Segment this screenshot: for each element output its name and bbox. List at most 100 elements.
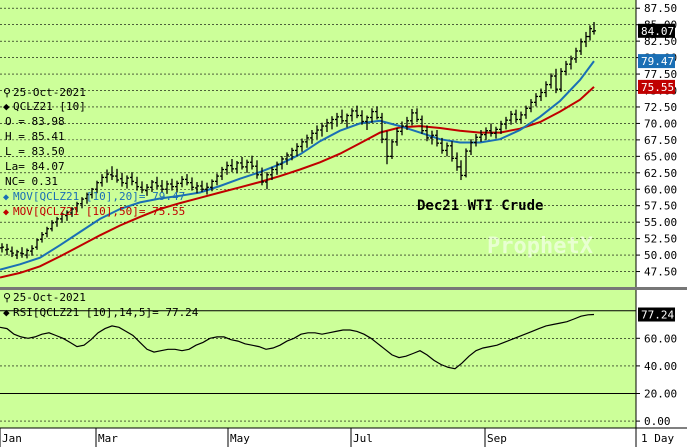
ohlc-bar xyxy=(65,210,69,221)
ohlc-bar xyxy=(155,176,159,190)
ohlc-bar xyxy=(584,31,588,48)
ohlc-bar xyxy=(230,158,234,173)
ohlc-bar xyxy=(474,133,478,147)
ohlc-bar xyxy=(529,99,533,113)
price-tick-label: 72.50 xyxy=(644,101,677,114)
ohlc-bar xyxy=(220,166,224,181)
ohlc-bar xyxy=(215,173,219,186)
ohlc-bar xyxy=(564,60,568,76)
price-tick-label: 47.50 xyxy=(644,266,677,279)
ohlc-bar xyxy=(425,125,429,142)
legend: ⚲ 25-Oct-2021 ◆ QCLZ21 [10] O = 83.98 H … xyxy=(3,86,185,218)
watermark: ProphetX xyxy=(487,234,593,259)
ohlc-bar xyxy=(330,116,334,130)
ohlc-bar xyxy=(592,21,596,35)
ohlc-bar xyxy=(140,181,144,194)
rsi-axis: 0.00 20.00 40.00 60.00 xyxy=(636,332,677,428)
ohlc-bar xyxy=(579,38,583,55)
ohlc-bar xyxy=(90,187,94,199)
ohlc-bar xyxy=(250,155,254,170)
ohlc-bar xyxy=(45,226,49,238)
ohlc-bar xyxy=(325,118,329,132)
ohlc-bar xyxy=(85,192,89,204)
ohlc-bar xyxy=(55,216,59,227)
ohlc-bar xyxy=(170,178,174,191)
ohlc-bar xyxy=(135,176,139,191)
ohlc-bar xyxy=(190,177,194,191)
price-tags: 84.07 79.47 75.55 xyxy=(638,23,675,94)
price-tick-label: 62.50 xyxy=(644,167,677,180)
time-axis-background xyxy=(0,428,687,447)
ohlc-bar xyxy=(539,88,543,102)
legend-high: H = 85.41 xyxy=(5,130,65,143)
ohlc-bar xyxy=(20,247,24,258)
legend-net-change: NC= 0.31 xyxy=(5,175,58,188)
price-tick-label: 55.00 xyxy=(644,216,677,229)
rsi-date: 25-Oct-2021 xyxy=(13,291,86,304)
svg-text:84.07: 84.07 xyxy=(641,25,674,38)
rsi-label: RSI[QCLZ21 [10],14,5]= 77.24 xyxy=(13,306,199,319)
ohlc-bar xyxy=(295,143,299,157)
price-tag: 75.55 xyxy=(638,79,675,94)
ohlc-bar xyxy=(255,160,259,179)
ohlc-bar xyxy=(40,232,44,243)
ohlc-bar xyxy=(464,148,468,178)
ohlc-bar xyxy=(145,183,149,196)
ohlc-bar xyxy=(180,176,184,188)
ohlc-bar xyxy=(120,172,124,187)
legend-magnifier-icon[interactable]: ⚲ xyxy=(3,86,11,99)
ohlc-bar xyxy=(235,160,239,174)
ohlc-bar xyxy=(559,68,563,92)
ma20-line xyxy=(0,60,595,271)
ohlc-bar xyxy=(200,180,204,192)
ohlc-bar xyxy=(240,157,244,170)
ohlc-bar xyxy=(365,115,369,131)
ohlc-bar xyxy=(588,25,592,41)
ohlc-bar xyxy=(499,120,503,134)
ohlc-bar xyxy=(110,166,114,181)
ohlc-bar xyxy=(150,180,154,192)
ohlc-bar xyxy=(375,106,379,120)
ohlc-bar xyxy=(270,166,274,181)
legend-diamond-icon: ◆ xyxy=(3,100,10,113)
ohlc-bar xyxy=(355,105,359,119)
month-label: May xyxy=(230,432,250,445)
ohlc-bar xyxy=(445,142,449,157)
ohlc-bar xyxy=(210,179,214,192)
ohlc-bar xyxy=(225,161,229,175)
ohlc-bar xyxy=(574,47,578,63)
rsi-magnifier-icon[interactable]: ⚲ xyxy=(3,291,11,304)
ohlc-bar xyxy=(350,108,354,122)
ohlc-bar xyxy=(25,248,29,259)
rsi-gridlines xyxy=(0,310,636,422)
ohlc-bar xyxy=(340,109,344,124)
ohlc-bar xyxy=(0,243,4,253)
price-tick-label: 70.00 xyxy=(644,117,677,130)
ohlc-bar xyxy=(544,81,548,98)
ohlc-bar xyxy=(130,172,134,186)
ohlc-bars xyxy=(0,21,596,260)
legend-last: La= 84.07 xyxy=(5,160,65,173)
ohlc-bar xyxy=(115,168,119,183)
price-tick-label: 87.50 xyxy=(644,2,677,15)
legend-ma-fast: MOV[QCLZ21 [10],20]= 79.47 xyxy=(13,190,185,203)
ohlc-bar xyxy=(549,73,553,89)
ohlc-bar xyxy=(70,207,74,217)
ohlc-bar xyxy=(469,139,473,156)
ohlc-bar xyxy=(514,109,518,123)
ohlc-bar xyxy=(390,139,394,159)
price-tag: 84.07 xyxy=(638,23,675,38)
ohlc-bar xyxy=(484,127,488,140)
ohlc-bar xyxy=(125,175,129,189)
panel-separator[interactable] xyxy=(0,287,687,290)
ohlc-bar xyxy=(160,180,164,193)
ohlc-bar xyxy=(75,201,79,213)
rsi-line xyxy=(0,313,595,370)
ohlc-bar xyxy=(5,243,9,256)
ohlc-bar xyxy=(35,238,39,250)
ohlc-bar xyxy=(380,112,384,144)
price-tick-label: 60.00 xyxy=(644,183,677,196)
interval-label[interactable]: 1 Day xyxy=(641,432,674,445)
